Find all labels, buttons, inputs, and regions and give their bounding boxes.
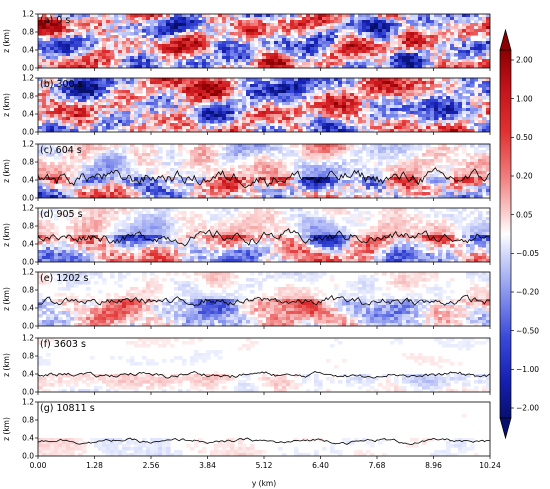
- y-tick-label: 0.0: [22, 322, 34, 331]
- contour-line: [38, 437, 490, 445]
- y-tick-label: 0.0: [22, 258, 34, 267]
- y-tick-label: 0.0: [22, 128, 34, 137]
- panel-label: (a) 0 s: [40, 15, 70, 26]
- colorbar-tick-label: 1.00: [516, 94, 533, 103]
- y-tick-label: 0.0: [22, 452, 34, 461]
- heatmap-field: [38, 14, 490, 68]
- contour-line: [38, 228, 490, 247]
- panel-label: (d) 905 s: [40, 209, 83, 220]
- contour-line: [38, 167, 490, 189]
- panel-label: (b) 300 s: [40, 79, 83, 90]
- colorbar-extend-max: [499, 28, 512, 51]
- colorbar-tick-label: −2.00: [516, 404, 539, 413]
- x-tick-label: 1.28: [86, 461, 103, 470]
- panel-label: (e) 1202 s: [40, 273, 88, 284]
- panel-e: (e) 1202 s 0.0 0.4 0.8 1.2 z (km): [2, 268, 491, 331]
- x-tick-label: 10.24: [479, 461, 501, 470]
- y-axis-label: z (km): [2, 223, 11, 247]
- y-tick-label: 1.2: [22, 268, 34, 277]
- heatmap-field: [38, 402, 490, 456]
- colorbar-extend-min: [499, 417, 512, 440]
- y-tick-label: 0.0: [22, 388, 34, 397]
- panel-a: (a) 0 s 0.0 0.4 0.8 1.2 z (km): [2, 10, 491, 73]
- colorbar-tick-label: 0.20: [516, 172, 533, 181]
- x-tick-label: 8.96: [425, 461, 442, 470]
- panel-label: (c) 604 s: [40, 145, 82, 156]
- colorbar-tick-label: 2.00: [516, 56, 533, 65]
- panel-label: (g) 10811 s: [40, 403, 95, 414]
- y-tick-label: 0.4: [22, 110, 34, 119]
- y-tick-label: 0.4: [22, 46, 34, 55]
- x-tick-label: 3.84: [199, 461, 216, 470]
- panel-g: (g) 10811 s 0.0 0.4 0.8 1.2 z (km): [2, 398, 491, 461]
- colorbar: 2.00 1.00 0.50 0.20 0.05 −0.05 −0.20 −0.50 −1.00…: [499, 28, 539, 440]
- y-tick-label: 1.2: [22, 10, 34, 19]
- x-tick-label: 6.40: [312, 461, 329, 470]
- x-axis-label: y (km): [252, 479, 276, 488]
- panel-f: (f) 3603 s 0.0 0.4 0.8 1.2 z (km): [2, 334, 491, 397]
- y-tick-label: 1.2: [22, 334, 34, 343]
- y-tick-label: 1.2: [22, 204, 34, 213]
- y-tick-label: 0.8: [22, 286, 34, 295]
- heatmap-field: [38, 78, 490, 132]
- y-tick-label: 0.8: [22, 28, 34, 37]
- y-tick-label: 0.4: [22, 304, 34, 313]
- y-tick-label: 1.2: [22, 398, 34, 407]
- y-tick-label: 1.2: [22, 140, 34, 149]
- y-axis-label: z (km): [2, 93, 11, 117]
- y-axis-label: z (km): [2, 287, 11, 311]
- y-tick-label: 0.4: [22, 240, 34, 249]
- y-axis-label: z (km): [2, 29, 11, 53]
- panel-b: (b) 300 s 0.0 0.4 0.8 1.2 z (km): [2, 74, 491, 137]
- colorbar-tick-label: −0.05: [516, 249, 539, 258]
- y-tick-label: 1.2: [22, 74, 34, 83]
- contour-line: [38, 371, 490, 379]
- colorbar-tick-label: −0.20: [516, 288, 539, 297]
- heatmap-field: [38, 208, 490, 262]
- y-tick-label: 0.8: [22, 158, 34, 167]
- x-tick-label: 5.12: [256, 461, 273, 470]
- y-axis-label: z (km): [2, 417, 11, 441]
- x-tick-label: 0.00: [30, 461, 47, 470]
- y-tick-label: 0.8: [22, 352, 34, 361]
- colorbar-tick-label: −0.50: [516, 326, 539, 335]
- contour-line: [38, 294, 490, 307]
- y-tick-label: 0.8: [22, 222, 34, 231]
- colorbar-body: [499, 49, 512, 419]
- panel-c: (c) 604 s 0.0 0.4 0.8 1.2 z (km): [2, 140, 491, 203]
- y-tick-label: 0.0: [22, 64, 34, 73]
- heatmap-field: [38, 144, 490, 198]
- y-tick-label: 0.4: [22, 176, 34, 185]
- y-tick-label: 0.0: [22, 194, 34, 203]
- heatmap-field: [38, 338, 490, 392]
- y-tick-label: 0.8: [22, 416, 34, 425]
- y-tick-label: 0.4: [22, 370, 34, 379]
- colorbar-tick-label: 0.05: [516, 210, 533, 219]
- x-axis: 0.00 1.28 2.56 3.84 5.12 6.40 7.68 8.96 10.24: [30, 461, 501, 470]
- heatmap-field: [38, 272, 490, 326]
- panel-d: (d) 905 s 0.0 0.4 0.8 1.2 z (km): [2, 204, 491, 267]
- colorbar-tick-label: −1.00: [516, 365, 539, 374]
- y-axis-label: z (km): [2, 353, 11, 377]
- y-tick-label: 0.8: [22, 92, 34, 101]
- x-tick-label: 2.56: [143, 461, 160, 470]
- panel-label: (f) 3603 s: [40, 339, 86, 350]
- y-tick-label: 0.4: [22, 434, 34, 443]
- y-axis-label: z (km): [2, 159, 11, 183]
- x-tick-label: 7.68: [369, 461, 386, 470]
- colorbar-tick-label: 0.50: [516, 133, 533, 142]
